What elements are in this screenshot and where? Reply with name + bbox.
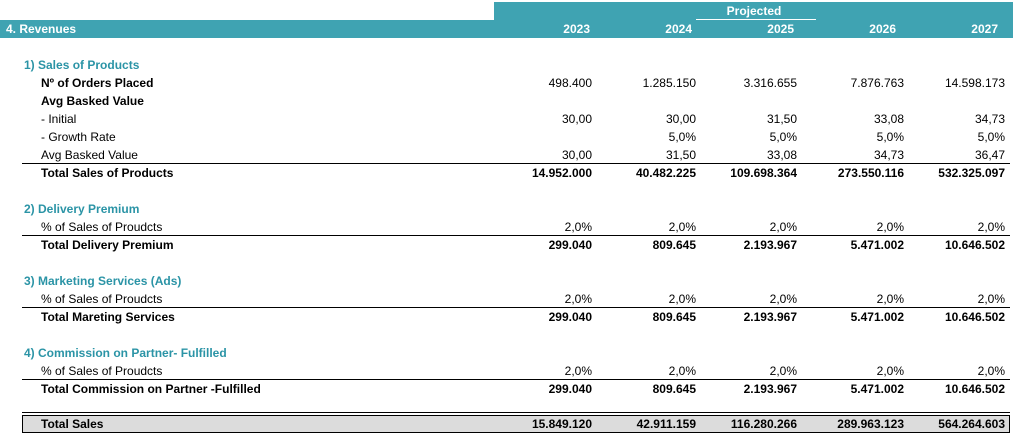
commission-pct-2024: 2,0% (668, 364, 696, 378)
total-delivery-2023: 299.040 (548, 238, 592, 252)
total-marketing-2026: 5.471.002 (850, 310, 904, 324)
avg-2027: 36,47 (974, 148, 1005, 162)
grand-total-2024: 42.911.159 (636, 417, 696, 431)
year-header-2024: 2024 (665, 22, 692, 36)
orders-2027: 14.598.173 (944, 76, 1005, 90)
grand-total-2027: 564.264.603 (938, 417, 1005, 431)
avg-2026: 34,73 (873, 148, 904, 162)
avg-2023: 30,00 (561, 148, 592, 162)
grand-total-2026: 289.963.123 (837, 417, 904, 431)
avg-2025: 33,08 (766, 148, 797, 162)
total-delivery-2027: 10.646.502 (944, 238, 1005, 252)
year-header-2023: 2023 (563, 22, 590, 36)
total-marketing-2027: 10.646.502 (944, 310, 1005, 324)
commission-pct-2025: 2,0% (769, 364, 797, 378)
year-header-2027: 2027 (971, 22, 998, 36)
growth-2024: 5,0% (668, 130, 696, 144)
total-commission-label: Total Commission on Partner -Fulfilled (41, 382, 261, 396)
total-delivery-2026: 5.471.002 (850, 238, 904, 252)
divider-line (22, 163, 1010, 164)
orders-label: Nº of Orders Placed (41, 76, 154, 90)
page-title: 4. Revenues (6, 22, 77, 36)
initial-2026: 33,08 (873, 112, 904, 126)
divider-line (22, 307, 1010, 308)
avg-basket-header: Avg Basked Value (41, 94, 144, 108)
marketing-pct-2026: 2,0% (876, 292, 904, 306)
section-sales-of-products-title: 1) Sales of Products (24, 58, 140, 72)
growth-rate-label: - Growth Rate (41, 130, 116, 144)
section-commission-title: 4) Commission on Partner- Fulfilled (24, 346, 227, 360)
commission-pct-2026: 2,0% (876, 364, 904, 378)
grand-total-2025: 116.280.266 (730, 417, 797, 431)
marketing-pct-2023: 2,0% (564, 292, 592, 306)
header-blank-area (0, 0, 494, 20)
grand-total-label: Total Sales (41, 417, 104, 431)
initial-2023: 30,00 (561, 112, 592, 126)
divider-line (22, 379, 1010, 380)
total-sales-of-products-label: Total Sales of Products (41, 166, 174, 180)
delivery-pct-2023: 2,0% (564, 220, 592, 234)
delivery-pct-2027: 2,0% (977, 220, 1005, 234)
total-delivery-2024: 809.645 (652, 238, 696, 252)
commission-pct-2027: 2,0% (977, 364, 1005, 378)
avg-basket-label: Avg Basked Value (41, 148, 138, 162)
projected-underline (696, 19, 816, 20)
marketing-pct-2027: 2,0% (977, 292, 1005, 306)
section-delivery-premium-title: 2) Delivery Premium (24, 202, 140, 216)
total-commission-2023: 299.040 (548, 382, 592, 396)
total-delivery-premium-label: Total Delivery Premium (41, 238, 174, 252)
total-delivery-2025: 2.193.967 (743, 238, 797, 252)
total-marketing-2024: 809.645 (652, 310, 696, 324)
commission-pct-2023: 2,0% (564, 364, 592, 378)
total-commission-2024: 809.645 (652, 382, 696, 396)
section-marketing-services-title: 3) Marketing Services (Ads) (24, 274, 182, 288)
grand-total-row (22, 415, 1010, 433)
total-marketing-services-label: Total Mareting Services (41, 310, 175, 324)
initial-label: - Initial (41, 112, 77, 126)
total-products-2025: 109.698.364 (730, 166, 797, 180)
marketing-pct-label: % of Sales of Proudcts (41, 292, 163, 306)
year-header-2026: 2026 (869, 22, 896, 36)
delivery-pct-2026: 2,0% (876, 220, 904, 234)
projected-label: Projected (726, 4, 782, 18)
orders-2023: 498.400 (548, 76, 592, 90)
delivery-pct-2024: 2,0% (668, 220, 696, 234)
total-products-2024: 40.482.225 (635, 166, 696, 180)
total-marketing-2023: 299.040 (548, 310, 592, 324)
total-commission-2027: 10.646.502 (944, 382, 1005, 396)
divider-line (22, 235, 1010, 236)
grand-total-2023: 15.849.120 (531, 417, 592, 431)
orders-2025: 3.316.655 (743, 76, 797, 90)
initial-2024: 30,00 (665, 112, 696, 126)
avg-2024: 31,50 (665, 148, 696, 162)
total-commission-2025: 2.193.967 (743, 382, 797, 396)
orders-2026: 7.876.763 (850, 76, 904, 90)
total-products-2027: 532.325.097 (938, 166, 1005, 180)
growth-2027: 5,0% (977, 130, 1005, 144)
total-commission-2026: 5.471.002 (850, 382, 904, 396)
initial-2025: 31,50 (766, 112, 797, 126)
marketing-pct-2025: 2,0% (769, 292, 797, 306)
growth-2026: 5,0% (876, 130, 904, 144)
grand-total-top-rule (22, 412, 1010, 413)
total-marketing-2025: 2.193.967 (743, 310, 797, 324)
growth-2025: 5,0% (769, 130, 797, 144)
initial-2027: 34,73 (974, 112, 1005, 126)
total-products-2026: 273.550.116 (837, 166, 904, 180)
total-products-2023: 14.952.000 (531, 166, 592, 180)
orders-2024: 1.285.150 (642, 76, 696, 90)
year-header-2025: 2025 (767, 22, 794, 36)
delivery-pct-label: % of Sales of Proudcts (41, 220, 163, 234)
delivery-pct-2025: 2,0% (769, 220, 797, 234)
commission-pct-label: % of Sales of Proudcts (41, 364, 163, 378)
marketing-pct-2024: 2,0% (668, 292, 696, 306)
